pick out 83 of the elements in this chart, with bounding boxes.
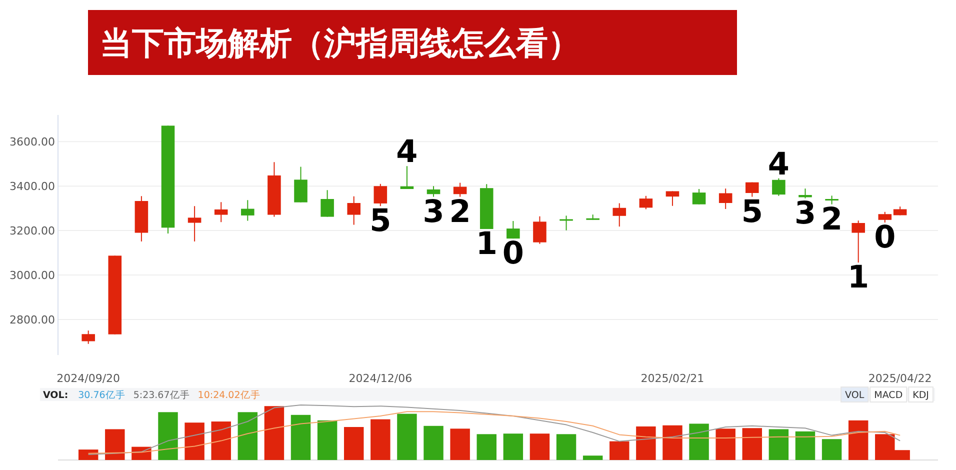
annotation: 3 [794,195,816,232]
bar [264,406,284,460]
candlestick [666,190,680,206]
bar [158,412,178,460]
annotation: 1 [848,260,870,296]
text: 30.76亿手 [78,389,126,401]
y-tick-label: 3000.00 [10,269,55,282]
bar [424,426,444,460]
chart-title: 当下市场解析（沪指周线怎么看） [100,24,580,62]
bar [636,426,656,460]
candlestick [852,220,865,264]
candlestick [294,166,308,203]
bar [582,456,603,460]
x-tick-label: 2025/02/21 [640,372,704,385]
annotation: 0 [502,236,524,272]
candlestick [533,216,546,244]
annotation: 1 [476,226,498,262]
candlestick [692,188,706,205]
candlestick [772,178,786,196]
bar [211,422,231,460]
candlestick [798,188,812,199]
bar [689,424,709,460]
candlestick [560,215,573,231]
text: MACD [874,390,903,401]
candlestick [453,182,467,198]
bar [610,441,630,460]
bar [476,434,496,460]
bar [822,439,842,460]
annotation: 4 [396,134,418,170]
text: 5:23.67亿手 [133,389,190,401]
candlestick [400,166,414,190]
candlestick [374,183,388,207]
text: VOL [845,390,865,401]
annotation: 0 [874,220,896,256]
bar [450,428,470,460]
candlestick [241,200,254,222]
candlestick [320,190,334,218]
candlestick [612,202,626,228]
bar [397,414,417,460]
annotation: 5 [741,194,763,230]
bar [768,429,789,460]
x-tick-label: 2024/12/06 [348,372,412,385]
bar [78,450,98,460]
bar [238,412,258,460]
y-tick-label: 3600.00 [10,136,55,149]
candlestick [214,202,228,223]
candlestick [639,195,653,210]
annotation: 3 [422,194,444,230]
title: 当下市场解析（沪指周线怎么看） [88,10,737,75]
bar [344,427,364,460]
bar [662,425,682,460]
bar [503,434,524,460]
bar [742,428,762,460]
candlestick [347,196,360,226]
x-tick-label: 2024/09/20 [56,372,120,385]
candlestick [426,186,440,198]
candlestick [746,182,759,198]
y-tick-label: 3200.00 [10,224,55,238]
y-tick-label: 2800.00 [10,313,55,326]
bar [716,428,736,460]
bar [317,420,338,460]
bar [795,431,816,460]
candlestick [878,211,892,224]
annotation: 2 [821,201,843,238]
text: 10:24.02亿手 [198,389,260,401]
candlestick [506,220,520,240]
bar [556,434,576,460]
candlestick [82,330,95,344]
text: KDJ [912,390,929,401]
x-tick-label: 2025/04/22 [868,372,932,385]
candlestick [718,188,732,210]
candlestick [188,206,202,242]
y-tick-label: 3400.00 [10,180,55,194]
bar [370,419,390,460]
annotation: 2 [449,194,471,230]
bar [290,414,311,460]
text: VOL: [43,390,68,401]
annotation: 4 [768,146,790,182]
bar [848,420,868,460]
bar [105,429,125,460]
bar [184,422,204,460]
annotation: 5 [370,203,392,240]
bar [530,434,550,460]
